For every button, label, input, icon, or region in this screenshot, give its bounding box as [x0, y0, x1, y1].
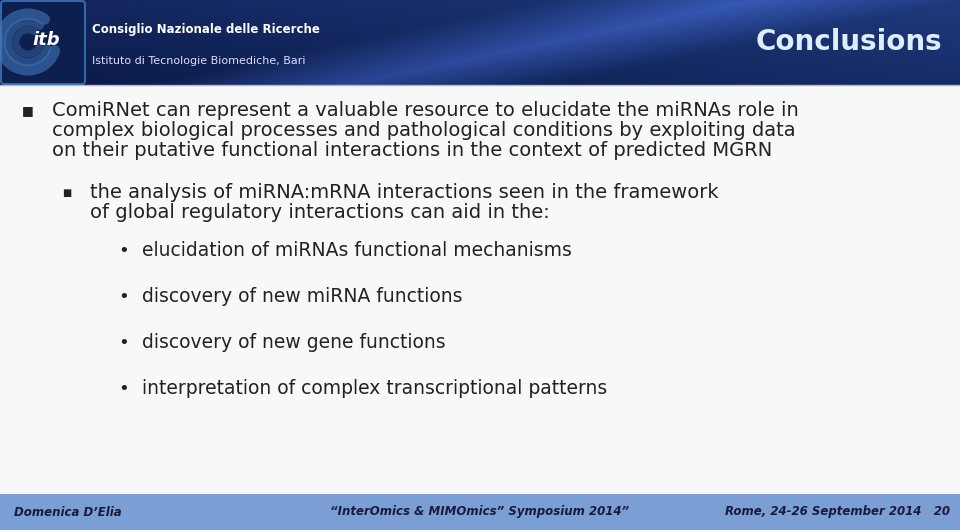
Text: •: •: [118, 334, 129, 352]
Text: ■: ■: [22, 104, 34, 118]
Text: •: •: [118, 288, 129, 306]
Text: of global regulatory interactions can aid in the:: of global regulatory interactions can ai…: [90, 204, 550, 223]
Text: Istituto di Tecnologie Biomediche, Bari: Istituto di Tecnologie Biomediche, Bari: [92, 56, 305, 66]
Text: •: •: [118, 242, 129, 260]
Text: on their putative functional interactions in the context of predicted MGRN: on their putative functional interaction…: [52, 142, 772, 161]
Text: “InterOmics & MIMOmics” Symposium 2014”: “InterOmics & MIMOmics” Symposium 2014”: [330, 506, 630, 518]
Text: elucidation of miRNAs functional mechanisms: elucidation of miRNAs functional mechani…: [142, 242, 572, 261]
Text: Rome, 24-26 September 2014   20: Rome, 24-26 September 2014 20: [725, 506, 950, 518]
FancyBboxPatch shape: [1, 1, 85, 84]
Text: ComiRNet can represent a valuable resource to elucidate the miRNAs role in: ComiRNet can represent a valuable resour…: [52, 102, 799, 120]
Text: Conclusions: Conclusions: [756, 29, 942, 57]
Text: discovery of new gene functions: discovery of new gene functions: [142, 333, 445, 352]
Text: interpretation of complex transcriptional patterns: interpretation of complex transcriptiona…: [142, 379, 608, 399]
Text: complex biological processes and pathological conditions by exploiting data: complex biological processes and patholo…: [52, 121, 796, 140]
Text: itb: itb: [33, 31, 60, 49]
Text: Domenica D’Elia: Domenica D’Elia: [14, 506, 122, 518]
Text: Consiglio Nazionale delle Ricerche: Consiglio Nazionale delle Ricerche: [92, 23, 320, 36]
Text: •: •: [118, 380, 129, 398]
Text: the analysis of miRNA:mRNA interactions seen in the framework: the analysis of miRNA:mRNA interactions …: [90, 183, 719, 202]
Text: ■: ■: [62, 188, 71, 198]
Bar: [0, 494, 960, 530]
Text: discovery of new miRNA functions: discovery of new miRNA functions: [142, 287, 463, 306]
